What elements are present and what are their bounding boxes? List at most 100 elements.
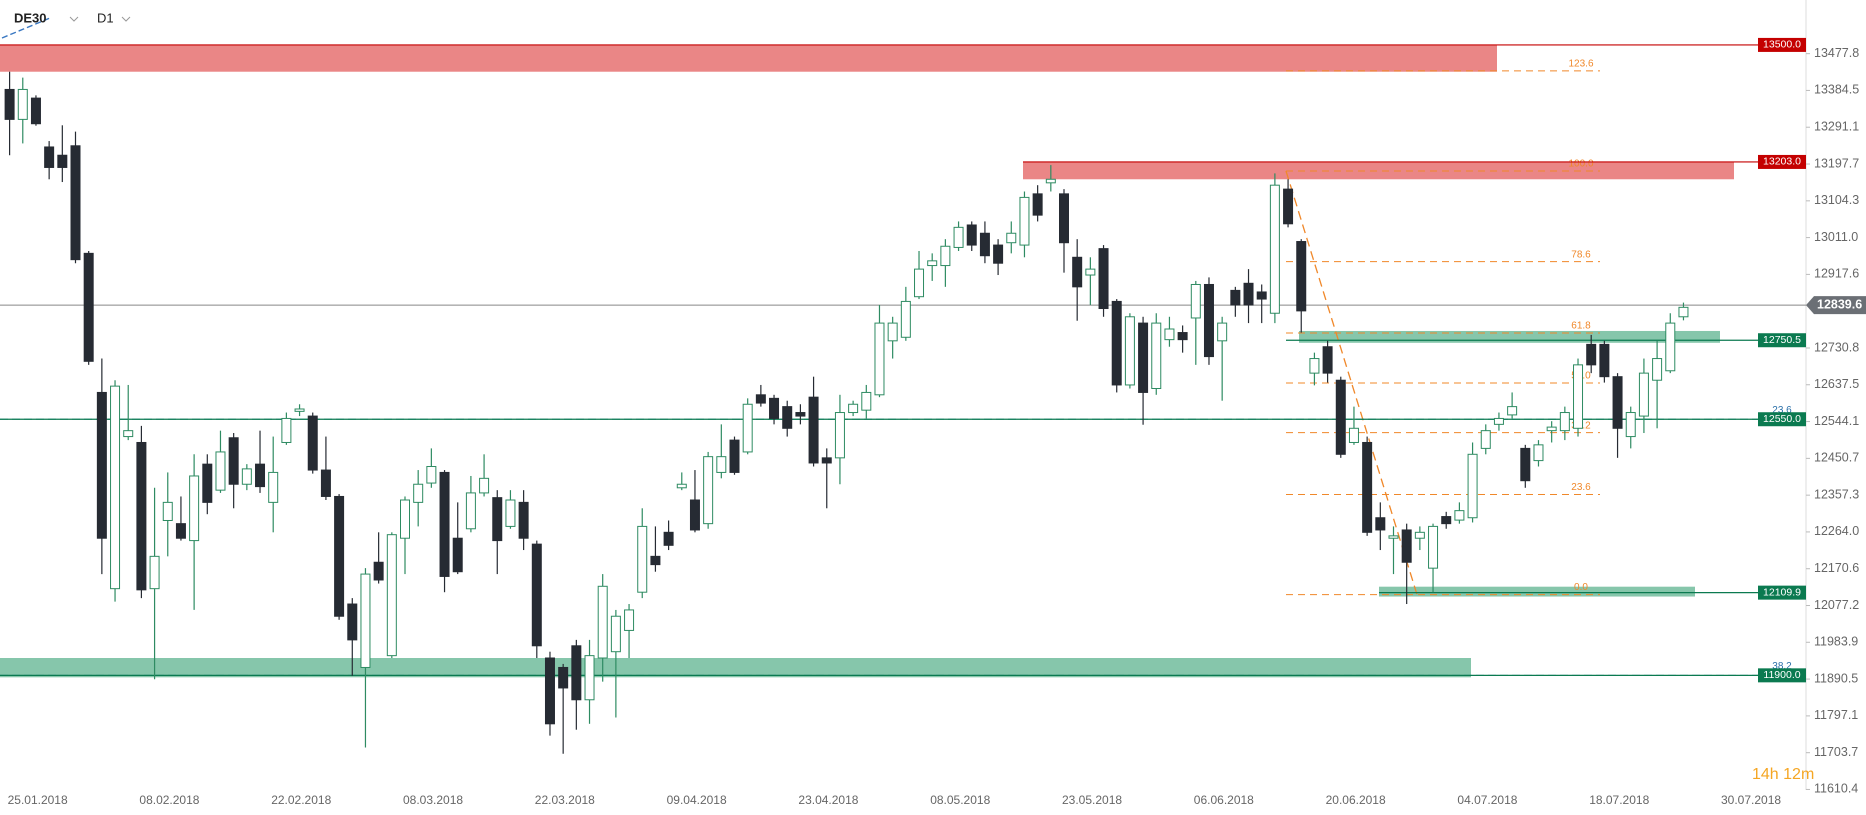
candle-body xyxy=(83,252,94,362)
zone xyxy=(0,658,1471,678)
candle-body xyxy=(782,406,793,429)
level-label: 13203.0 xyxy=(1763,156,1801,168)
candle-body xyxy=(1098,248,1109,310)
candle-body xyxy=(110,385,121,590)
y-tick-label: 12730.8 xyxy=(1814,340,1859,354)
level-label-box xyxy=(1758,412,1806,427)
fib-label: 61.8 xyxy=(1571,321,1591,332)
x-tick-label: 25.01.2018 xyxy=(8,793,68,807)
x-tick-label: 23.05.2018 xyxy=(1062,793,1122,807)
candle-body xyxy=(1362,441,1373,533)
level-label-box xyxy=(1758,154,1806,169)
candle-body xyxy=(834,412,845,459)
zone xyxy=(1299,330,1720,343)
candle-body xyxy=(30,97,41,125)
candle-body xyxy=(439,471,450,577)
fib-label: 100.0 xyxy=(1568,159,1593,170)
candle-body xyxy=(228,437,239,485)
candle-body xyxy=(215,451,226,491)
candle-body xyxy=(1203,283,1214,358)
dropdown-icon[interactable] xyxy=(121,16,131,22)
candle-body xyxy=(1019,196,1030,246)
candle-body xyxy=(1296,241,1307,312)
y-tick-label: 12357.3 xyxy=(1814,487,1859,501)
last-price-box xyxy=(1806,296,1866,315)
x-tick-label: 08.02.2018 xyxy=(139,793,199,807)
candle-body xyxy=(1190,283,1201,319)
candle-body xyxy=(584,655,595,701)
candle-body xyxy=(1059,193,1069,244)
dropdown-icon[interactable] xyxy=(69,16,79,22)
candle-body xyxy=(1217,322,1228,342)
candle-body xyxy=(189,475,200,542)
candle-body xyxy=(1230,289,1241,306)
candle-body xyxy=(1269,184,1280,314)
candle-body xyxy=(531,543,542,647)
candle-body xyxy=(1625,412,1636,438)
candle-body xyxy=(1612,376,1623,429)
candle-body xyxy=(558,666,569,689)
y-tick-label: 11983.9 xyxy=(1814,635,1858,649)
candle-body xyxy=(465,492,476,530)
level-label: 12550.0 xyxy=(1763,413,1801,425)
candle-body xyxy=(1164,328,1175,341)
candle-body xyxy=(479,477,490,494)
candle-body xyxy=(966,224,977,246)
candle-body xyxy=(1072,256,1083,288)
candle-body xyxy=(1586,343,1597,366)
y-tick-label: 12637.5 xyxy=(1814,377,1859,391)
y-tick-label: 12170.6 xyxy=(1814,561,1859,575)
fib-label: 0.0 xyxy=(1574,582,1588,593)
candle-body xyxy=(742,403,753,453)
candle-body xyxy=(1467,453,1478,519)
last-price-label: 12839.6 xyxy=(1817,297,1862,311)
candle-body xyxy=(1124,316,1135,386)
candle-body xyxy=(1493,417,1504,425)
candle-body xyxy=(571,645,582,701)
y-tick-label: 13197.7 xyxy=(1814,156,1859,170)
candle-body xyxy=(373,561,384,581)
candle-body xyxy=(1428,525,1439,569)
candle-body xyxy=(1652,358,1663,381)
candle-body xyxy=(4,88,15,120)
candle-body xyxy=(1638,372,1649,417)
candle-body xyxy=(624,609,635,631)
x-tick-label: 09.04.2018 xyxy=(667,793,727,807)
candle-body xyxy=(1177,332,1188,341)
x-tick-label: 22.02.2018 xyxy=(271,793,331,807)
x-tick-label: 04.07.2018 xyxy=(1457,793,1517,807)
candle-body xyxy=(518,501,529,539)
candle-body xyxy=(360,573,371,668)
candle-body xyxy=(1111,300,1122,386)
candle-body xyxy=(1388,535,1399,539)
candle-body xyxy=(1243,282,1254,306)
candle-body xyxy=(1151,322,1162,389)
candle-body xyxy=(96,391,107,539)
candle-body xyxy=(1533,444,1544,462)
candle-body xyxy=(1520,447,1531,482)
level-label-box xyxy=(1758,668,1806,683)
y-tick-label: 13291.1 xyxy=(1814,120,1859,134)
candle-body xyxy=(1546,426,1557,432)
candle-body xyxy=(162,501,173,521)
timeframe[interactable]: D1 xyxy=(97,10,114,25)
candle-body xyxy=(755,394,766,404)
x-tick-label: 23.04.2018 xyxy=(798,793,858,807)
candle-body xyxy=(1573,364,1584,429)
candle-body xyxy=(900,300,911,338)
candle-body xyxy=(808,396,819,464)
candle-body xyxy=(413,483,424,503)
candle-body xyxy=(1138,322,1149,393)
y-tick-label: 11890.5 xyxy=(1814,671,1858,685)
candle-body xyxy=(676,483,687,489)
y-tick-label: 11797.1 xyxy=(1814,708,1858,722)
candle-body xyxy=(307,415,318,471)
symbol[interactable]: DE30 xyxy=(14,10,47,25)
candle-body xyxy=(914,268,925,298)
x-tick-label: 08.05.2018 xyxy=(930,793,990,807)
candle-body xyxy=(255,463,266,488)
candle-body xyxy=(1045,178,1056,184)
candle-body xyxy=(136,441,147,591)
candle-body xyxy=(1599,343,1610,378)
